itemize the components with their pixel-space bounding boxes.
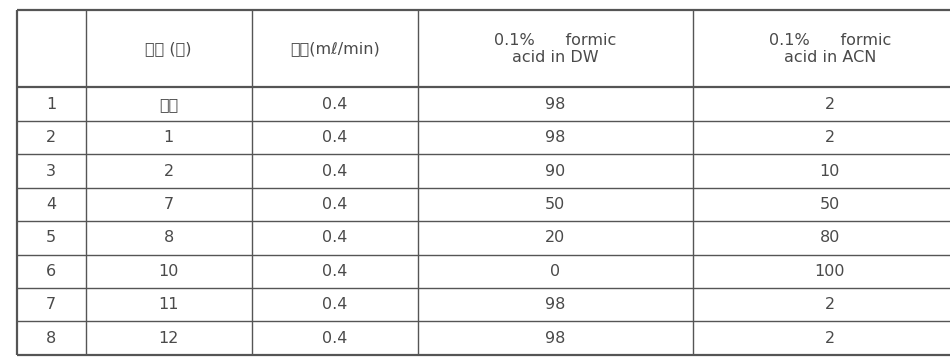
Text: 4: 4: [47, 197, 56, 212]
Text: 0.4: 0.4: [322, 130, 348, 145]
Text: 20: 20: [545, 230, 565, 245]
Text: 10: 10: [159, 264, 179, 279]
Text: 0.4: 0.4: [322, 330, 348, 346]
Text: 98: 98: [545, 97, 565, 112]
Text: 98: 98: [545, 297, 565, 312]
Text: 0.1%      formic
acid in ACN: 0.1% formic acid in ACN: [769, 33, 891, 65]
Text: 2: 2: [47, 130, 56, 145]
Text: 98: 98: [545, 130, 565, 145]
Text: 7: 7: [47, 297, 56, 312]
Text: 0.4: 0.4: [322, 264, 348, 279]
Text: 3: 3: [47, 163, 56, 179]
Text: 초기: 초기: [159, 97, 179, 112]
Text: 98: 98: [545, 330, 565, 346]
Text: 0.4: 0.4: [322, 297, 348, 312]
Text: 8: 8: [163, 230, 174, 245]
Text: 0.4: 0.4: [322, 97, 348, 112]
Text: 100: 100: [814, 264, 846, 279]
Text: 5: 5: [47, 230, 56, 245]
Text: 8: 8: [47, 330, 56, 346]
Text: 2: 2: [163, 163, 174, 179]
Text: 12: 12: [159, 330, 179, 346]
Text: 0.4: 0.4: [322, 163, 348, 179]
Text: 11: 11: [159, 297, 179, 312]
Text: 2: 2: [825, 130, 835, 145]
Text: 90: 90: [545, 163, 565, 179]
Text: 0.4: 0.4: [322, 230, 348, 245]
Text: 7: 7: [163, 197, 174, 212]
Text: 50: 50: [545, 197, 565, 212]
Text: 0.1%      formic
acid in DW: 0.1% formic acid in DW: [494, 33, 617, 65]
Text: 2: 2: [825, 297, 835, 312]
Text: 0: 0: [550, 264, 560, 279]
Text: 2: 2: [825, 97, 835, 112]
Text: 0.4: 0.4: [322, 197, 348, 212]
Text: 유속(mℓ/min): 유속(mℓ/min): [290, 41, 380, 56]
Text: 1: 1: [47, 97, 56, 112]
Text: 80: 80: [820, 230, 840, 245]
Text: 6: 6: [47, 264, 56, 279]
Text: 1: 1: [163, 130, 174, 145]
Text: 2: 2: [825, 330, 835, 346]
Text: 50: 50: [820, 197, 840, 212]
Text: 10: 10: [820, 163, 840, 179]
Text: 시간 (분): 시간 (분): [145, 41, 192, 56]
